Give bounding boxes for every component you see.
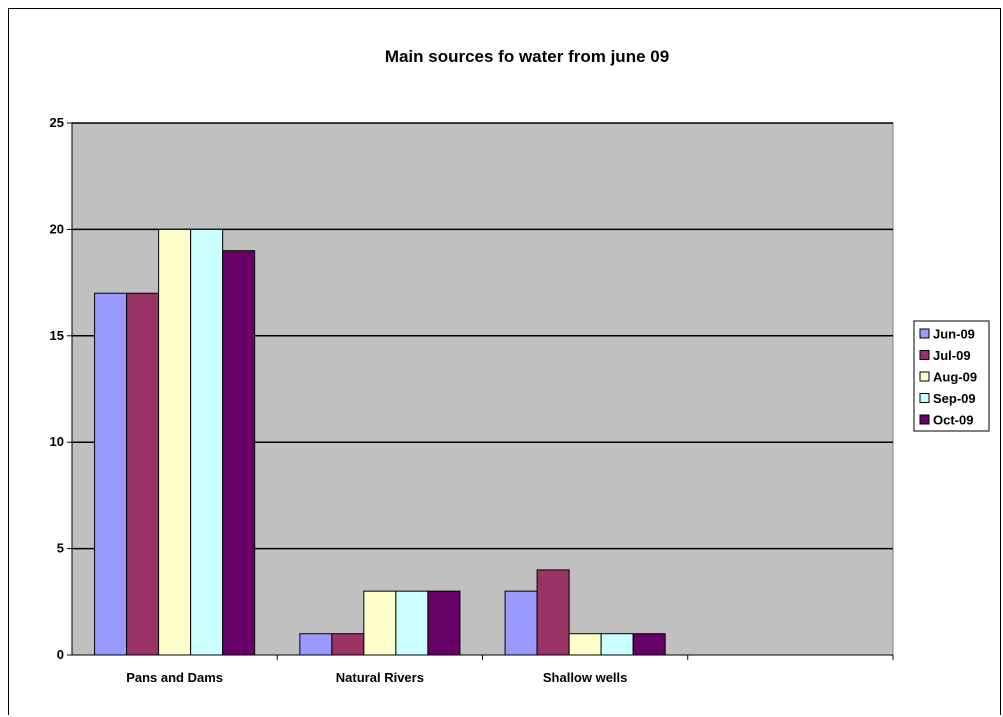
- y-tick-label: 15: [50, 328, 64, 343]
- legend-label: Jul-09: [933, 348, 971, 363]
- bar-jul-09: [331, 633, 365, 656]
- legend-swatch: [919, 350, 930, 360]
- bar-sep-09: [395, 590, 429, 656]
- bar-sep-09: [190, 228, 224, 656]
- legend: Jun-09 Jul-09 Aug-09 Sep-09 Oct-09: [913, 320, 990, 432]
- y-tick-label: 25: [50, 115, 64, 130]
- bar-aug-09: [568, 633, 602, 656]
- bars: [94, 228, 666, 656]
- x-tick-label: Pans and Dams: [126, 670, 223, 685]
- bar-oct-09: [632, 633, 666, 656]
- bar-aug-09: [363, 590, 397, 656]
- bar-jul-09: [126, 292, 160, 656]
- legend-swatch: [919, 328, 930, 339]
- bar-oct-09: [427, 590, 461, 656]
- legend-label: Aug-09: [933, 370, 977, 385]
- y-tick-label: 0: [57, 647, 64, 662]
- bar-jul-09: [536, 569, 570, 656]
- legend-swatch: [919, 393, 930, 403]
- legend-swatch: [919, 371, 930, 382]
- chart-title: Main sources fo water from june 09: [385, 47, 669, 66]
- bar-aug-09: [158, 228, 192, 656]
- legend-label: Jun-09: [933, 327, 975, 342]
- axes: 0 5 10 15 20 25 Pans and Dams Natural Rivers Sha…: [50, 115, 894, 685]
- y-tick-label: 20: [50, 221, 64, 236]
- y-tick-label: 5: [57, 541, 64, 556]
- x-tick-label: Natural Rivers: [336, 670, 424, 685]
- legend-swatch: [919, 414, 930, 425]
- y-tick-label: 10: [50, 434, 64, 449]
- bar-jun-09: [94, 292, 128, 656]
- bar-jun-09: [299, 633, 333, 656]
- legend-label: Oct-09: [933, 413, 973, 428]
- bar-sep-09: [600, 633, 634, 656]
- x-tick-label: Shallow wells: [543, 670, 628, 685]
- bar-jun-09: [504, 590, 538, 656]
- bar-oct-09: [222, 250, 256, 656]
- legend-label: Sep-09: [933, 391, 976, 406]
